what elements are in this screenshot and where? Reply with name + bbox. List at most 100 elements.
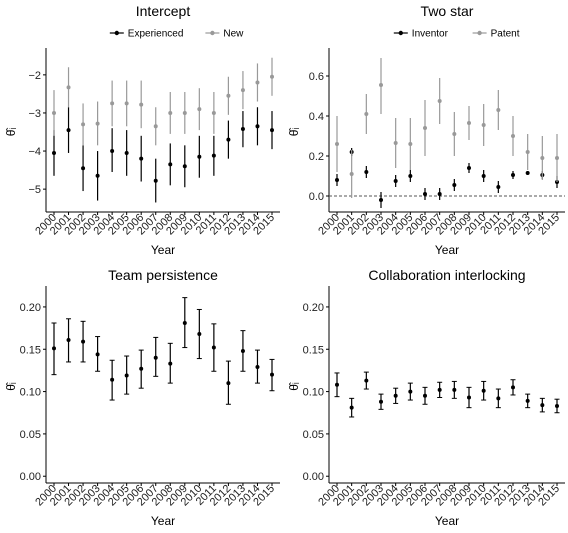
data-point [95, 173, 100, 178]
x-axis-label: Year [151, 514, 175, 528]
data-point [540, 403, 545, 408]
data-point [408, 174, 413, 178]
data-point [81, 122, 86, 127]
y-axis-label: θ̂ᵢ [287, 128, 301, 137]
data-point [393, 179, 398, 183]
data-point [452, 183, 457, 187]
data-point [124, 373, 129, 378]
data-point [349, 172, 354, 176]
data-point [496, 108, 501, 112]
legend: Experienced New [109, 29, 244, 40]
data-point [540, 156, 545, 160]
legend-label: Patent [491, 29, 520, 40]
data-point [52, 110, 56, 115]
data-point [52, 346, 56, 351]
data-point [211, 110, 216, 115]
legend-key-point [114, 30, 120, 36]
data-point [437, 192, 442, 196]
legend-key-point [210, 30, 215, 36]
y-axis-label: θ̂ᵢ [4, 128, 18, 137]
data-point [95, 121, 100, 126]
data-point [226, 381, 231, 386]
panel-4: Collaboration interlocking 0.00 0.05 0.10 0.… [287, 267, 565, 528]
data-point [182, 110, 187, 115]
data-point [95, 352, 100, 357]
data-point [335, 142, 339, 146]
legend: Inventor Patent [393, 29, 520, 40]
y-tick-label: −2 [28, 70, 41, 82]
data-point [168, 162, 173, 167]
data-point [153, 355, 158, 360]
data-point [240, 88, 245, 93]
y-tick-label: 0.10 [20, 387, 41, 399]
y-tick-label: 0.05 [20, 429, 41, 441]
data-point [255, 124, 260, 129]
data-point [335, 382, 339, 387]
data-point [182, 321, 187, 326]
data-point [270, 372, 274, 377]
x-axis-label: Year [435, 514, 459, 528]
data-point [423, 126, 427, 130]
data-point [211, 345, 216, 350]
data-point [408, 142, 413, 146]
data-point [481, 388, 486, 393]
series-2 [335, 58, 559, 198]
y-tick-label: 0.15 [303, 344, 324, 356]
data-point [211, 153, 216, 158]
data-point [226, 137, 231, 142]
chart-title: Collaboration interlocking [368, 267, 525, 283]
data-point [240, 348, 245, 353]
data-point [124, 150, 129, 155]
data-point [364, 378, 369, 383]
data-point [197, 154, 202, 159]
y-tick-label: 0.6 [309, 71, 324, 83]
data-point [335, 178, 339, 182]
data-point [496, 396, 501, 401]
y-tick-label: 0.00 [20, 471, 41, 483]
y-axis-label: θ̂ᵢ [4, 382, 18, 391]
data-point [81, 166, 86, 171]
data-point [525, 150, 530, 154]
chart-title: Intercept [136, 3, 191, 19]
data-point [393, 393, 398, 398]
chart-title: Team persistence [108, 267, 218, 283]
legend-label: New [223, 29, 244, 40]
data-point [467, 121, 471, 125]
x-axis-label: Year [151, 243, 175, 257]
legend-label: Inventor [412, 29, 449, 40]
data-point [139, 156, 144, 161]
chart-title: Two star [421, 3, 474, 19]
panel-3: Team persistence0.000.050.100.150.202000… [4, 267, 280, 528]
data-point [270, 128, 274, 133]
data-point [153, 124, 158, 129]
data-point [467, 395, 471, 400]
series-1 [334, 371, 560, 418]
y-tick-label: 0.15 [20, 344, 41, 356]
data-point [364, 112, 369, 116]
series-2 [52, 57, 274, 146]
y-tick-label: 0.00 [303, 471, 324, 483]
data-point [197, 332, 202, 337]
data-point [496, 185, 501, 189]
y-tick-label: 0.0 [309, 191, 324, 203]
data-point [168, 110, 173, 115]
data-point [52, 150, 56, 155]
legend-label: Experienced [128, 29, 184, 40]
series-1 [335, 148, 559, 208]
data-point [452, 132, 457, 136]
x-axis-label: Year [435, 243, 459, 257]
data-point [379, 83, 383, 87]
legend-key-point [398, 30, 403, 36]
data-point [481, 123, 486, 127]
data-point [379, 198, 383, 202]
data-point [168, 361, 173, 366]
data-point [525, 171, 530, 175]
y-tick-label: 0.4 [309, 111, 324, 123]
data-point [555, 403, 559, 408]
data-point [423, 393, 427, 398]
data-point [349, 405, 354, 410]
data-point [240, 126, 245, 131]
